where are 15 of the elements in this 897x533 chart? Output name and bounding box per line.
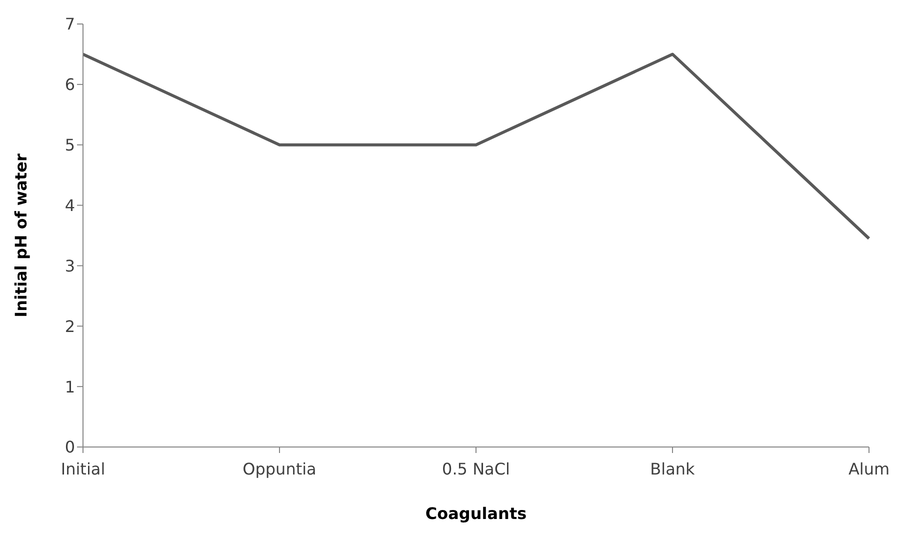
y-tick-label: 2	[64, 316, 75, 336]
y-tick-label: 0	[64, 438, 75, 457]
y-tick-label: 3	[64, 256, 75, 276]
y-axis-title: Initial pH of water	[12, 154, 31, 318]
y-tick-label: 4	[64, 196, 75, 215]
y-tick-label: 6	[64, 75, 75, 94]
x-axis-title: Coagulants	[425, 504, 527, 523]
x-tick-label: Initial	[60, 459, 106, 478]
x-tick-label: Alum	[848, 459, 890, 478]
y-tick-label: 1	[64, 377, 75, 396]
y-tick-label: 7	[64, 14, 75, 34]
x-tick-label: 0.5 NaCl	[442, 459, 510, 478]
x-tick-label: Oppuntia	[242, 459, 316, 478]
y-tick-label: 5	[64, 136, 75, 155]
x-tick-label: Blank	[650, 459, 696, 478]
